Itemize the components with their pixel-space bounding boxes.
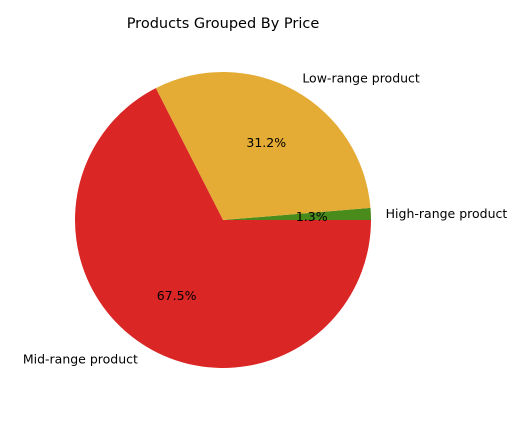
pct-label-low-range-product: 31.2% xyxy=(246,135,286,150)
slice-label-mid-range-product: Mid-range product xyxy=(23,351,138,366)
pct-label-high-range-product: 1.3% xyxy=(296,209,328,224)
pie-slice-low-range-product xyxy=(155,72,371,220)
pct-label-mid-range-product: 67.5% xyxy=(157,288,197,303)
slice-label-low-range-product: Low-range product xyxy=(302,70,420,85)
pie-slice-mid-range-product xyxy=(75,88,371,368)
chart-title: Products Grouped By Price xyxy=(127,16,320,32)
pie-slices xyxy=(75,72,371,368)
pie-slice-high-range-product xyxy=(223,207,371,220)
slice-label-high-range-product: High-range product xyxy=(386,206,508,221)
pie-labels: 1.3% High-range product 31.2% Low-range pro… xyxy=(23,70,508,366)
